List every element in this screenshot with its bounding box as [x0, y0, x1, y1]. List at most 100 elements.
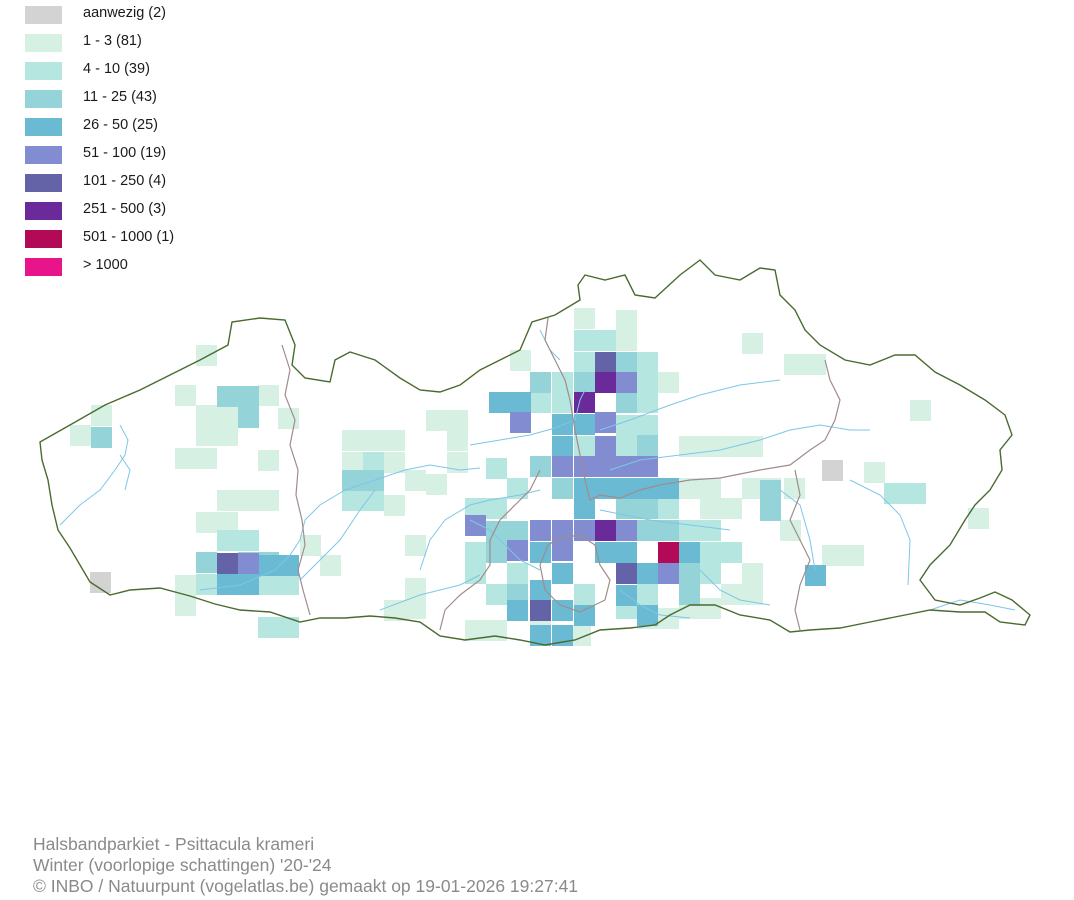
grid-cell [552, 478, 573, 499]
grid-cell [637, 520, 658, 541]
grid-cell [530, 520, 551, 541]
grid-cell [530, 600, 551, 621]
legend-label: 51 - 100 (19) [83, 145, 167, 161]
grid-cell [405, 470, 426, 491]
legend-label: aanwezig (2) [83, 5, 167, 21]
grid-cell [363, 490, 384, 511]
grid-cell [384, 600, 405, 621]
legend-item: 1 - 3 (81) [25, 33, 305, 52]
grid-cell [552, 436, 573, 457]
grid-cell [278, 617, 299, 638]
grid-cell [637, 563, 658, 584]
grid-cell [616, 392, 637, 413]
grid-cell [447, 452, 468, 473]
grid-cell [217, 405, 238, 426]
legend-swatch [25, 258, 62, 276]
copyright-line: © INBO / Natuurpunt (vogelatlas.be) gema… [33, 876, 579, 896]
legend-item: 4 - 10 (39) [25, 61, 305, 80]
grid-cell [278, 555, 299, 576]
grid-cell [384, 430, 405, 451]
grid-cell [510, 350, 531, 371]
grid-cell [574, 308, 595, 329]
grid-cell [465, 515, 486, 536]
legend-swatch [25, 6, 62, 24]
grid-cell [679, 520, 700, 541]
grid-cell [700, 436, 721, 457]
legend-label: 4 - 10 (39) [83, 61, 150, 77]
grid-cell [637, 372, 658, 393]
grid-cell [595, 436, 616, 457]
grid-cell [507, 521, 528, 542]
grid-cell [258, 574, 279, 595]
grid-cell [616, 456, 637, 477]
species-title: Halsbandparkiet - Psittacula krameri [33, 834, 315, 854]
grid-cell [405, 598, 426, 619]
grid-cell [507, 584, 528, 605]
grid-cell [574, 584, 595, 605]
grid-cell [721, 498, 742, 519]
grid-cell [196, 552, 217, 573]
grid-cell [175, 448, 196, 469]
grid-cell [342, 490, 363, 511]
grid-cell [238, 386, 259, 407]
legend-label: 11 - 25 (43) [83, 89, 157, 105]
grid-cell [258, 490, 279, 511]
grid-cell [658, 372, 679, 393]
grid-cell [217, 574, 238, 595]
grid-cell [616, 310, 637, 331]
grid-cell [175, 575, 196, 596]
grid-cell [595, 372, 616, 393]
grid-cell [595, 456, 616, 477]
grid-cell [637, 605, 658, 626]
flanders-outline [39, 259, 1031, 646]
grid-cell [91, 405, 112, 426]
grid-cell [238, 490, 259, 511]
grid-cell [258, 617, 279, 638]
grid-cell [864, 462, 885, 483]
grid-cell [616, 436, 637, 457]
grid-cell [238, 553, 259, 574]
grid-cell [616, 352, 637, 373]
grid-cell [658, 520, 679, 541]
grid-cell [507, 563, 528, 584]
grid-cell [595, 330, 616, 351]
grid-cell [574, 372, 595, 393]
grid-cell [616, 542, 637, 563]
grid-cell [574, 414, 595, 435]
grid-cell [552, 600, 573, 621]
grid-cell [595, 478, 616, 499]
grid-cell [217, 553, 238, 574]
grid-cell [679, 436, 700, 457]
grid-cell [510, 412, 531, 433]
grid-cell [70, 425, 91, 446]
grid-cell [552, 540, 573, 561]
legend-item: 101 - 250 (4) [25, 173, 305, 192]
grid-cell [465, 498, 486, 519]
province-borders [281, 317, 841, 631]
grid-cell [574, 605, 595, 626]
grid-cell [721, 584, 742, 605]
grid-cell [342, 430, 363, 451]
grid-cell [530, 392, 551, 413]
grid-cell [742, 436, 763, 457]
grid-cell [486, 521, 507, 542]
grid-cell [805, 354, 826, 375]
legend-swatch [25, 34, 62, 52]
grid-cell [552, 520, 573, 541]
grid-cell [278, 574, 299, 595]
grid-cell [637, 352, 658, 373]
grid-cell [637, 584, 658, 605]
grid-cell [342, 452, 363, 473]
grid-cell [679, 584, 700, 605]
grid-cell [742, 563, 763, 584]
grid-cell [679, 542, 700, 563]
grid-cell [552, 372, 573, 393]
grid-cell [658, 542, 679, 563]
grid-cell [552, 563, 573, 584]
grid-cell [574, 478, 595, 499]
grid-cell [884, 483, 905, 504]
grid-cells [70, 308, 989, 646]
grid-cell [486, 458, 507, 479]
grid-cell [700, 478, 721, 499]
